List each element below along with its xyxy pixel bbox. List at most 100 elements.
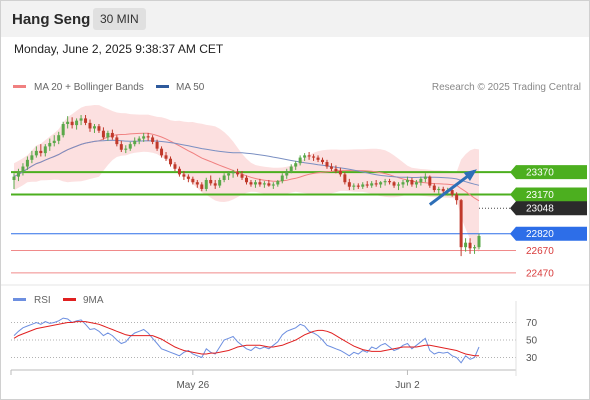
legend-ma50: MA 50	[176, 82, 205, 93]
candle-body	[48, 143, 52, 147]
candle-body	[57, 135, 61, 141]
candle-body	[88, 122, 92, 129]
candle-body	[271, 184, 275, 186]
legend-rsi: RSI	[34, 295, 51, 306]
candle-body	[70, 121, 74, 126]
legend-swatch-ma20	[13, 85, 26, 88]
candle-body	[231, 172, 235, 174]
candle-body	[374, 183, 378, 185]
legend-9ma: 9MA	[83, 295, 104, 306]
candle-body	[356, 185, 360, 187]
level-label-23048: 23048	[526, 204, 554, 215]
ma50-line	[13, 139, 480, 186]
copyright: Research © 2025 Trading Central	[432, 82, 581, 93]
candle-body	[441, 188, 445, 192]
forecast-arrow	[428, 169, 477, 206]
candle-body	[191, 178, 195, 183]
candle-body	[124, 148, 128, 150]
candle-body	[276, 181, 280, 185]
candle-body	[177, 168, 181, 175]
rsi-tick-30: 30	[526, 353, 538, 364]
candle-body	[128, 144, 132, 149]
candle-body	[12, 176, 16, 180]
candle-body	[21, 166, 25, 173]
candle-body	[79, 118, 83, 121]
candle-body	[285, 171, 289, 176]
candle-body	[25, 159, 29, 167]
candle-body	[213, 183, 217, 186]
rsi-series-rsi	[13, 317, 480, 364]
candle-body	[133, 140, 137, 145]
candle-body	[361, 184, 365, 187]
candle-body	[397, 184, 401, 186]
candle-body	[410, 179, 414, 185]
level-label-22820: 22820	[526, 229, 554, 240]
candle-body	[200, 184, 204, 189]
candle-body	[477, 235, 481, 248]
candle-body	[303, 155, 307, 158]
candles	[12, 115, 481, 257]
candle-body	[164, 155, 168, 159]
candle-body	[249, 182, 253, 185]
level-label-22670: 22670	[526, 246, 554, 257]
candle-body	[334, 168, 338, 172]
candle-body	[30, 155, 34, 160]
candle-body	[280, 175, 284, 182]
candle-body	[222, 175, 226, 180]
candle-body	[137, 138, 141, 141]
x-tick-label: Jun 2	[395, 380, 420, 391]
rsi-tick-50: 50	[526, 336, 538, 347]
instrument-title: Hang Seng	[12, 11, 91, 28]
candle-body	[316, 157, 320, 160]
candle-body	[365, 184, 369, 186]
candle-body	[352, 185, 356, 187]
candle-body	[459, 200, 463, 248]
candle-body	[39, 150, 43, 154]
level-label-box-22820	[510, 226, 587, 241]
timestamp: Monday, June 2, 2025 9:38:37 AM CET	[14, 42, 224, 56]
candle-body	[110, 132, 114, 138]
timeframe-badge[interactable]: 30 MIN	[93, 8, 146, 30]
candle-body	[155, 141, 159, 149]
candle-body	[142, 136, 146, 139]
candle-body	[227, 173, 231, 176]
arrow-head	[463, 169, 477, 182]
candle-body	[160, 148, 164, 156]
candle-body	[312, 156, 316, 158]
price-levels	[11, 171, 516, 274]
header-bar: Hang Seng 30 MIN	[1, 1, 589, 37]
level-label-box-23170	[510, 187, 587, 202]
candle-body	[146, 136, 150, 138]
rsi-pane: 70 50 30	[11, 317, 538, 364]
candle-body	[218, 179, 222, 186]
candle-body	[34, 150, 38, 156]
candle-body	[182, 174, 186, 177]
candle-body	[289, 166, 293, 172]
candle-body	[16, 172, 20, 177]
candle-body	[432, 185, 436, 191]
legend-swatch-rsi	[13, 298, 26, 301]
candle-body	[298, 157, 302, 164]
candle-body	[106, 132, 110, 138]
candle-body	[338, 171, 342, 175]
level-labels: 23370 23170 23048 22820 22670 22470	[510, 165, 587, 279]
candle-body	[240, 174, 244, 178]
candle-body	[419, 178, 423, 183]
candle-body	[414, 182, 418, 185]
candle-body	[253, 182, 257, 185]
candle-body	[473, 247, 477, 249]
candle-body	[343, 174, 347, 183]
candle-body	[325, 162, 329, 167]
candle-body	[204, 179, 208, 189]
legend-swatch-ma50	[156, 85, 169, 88]
candle-body	[173, 164, 177, 169]
candle-body	[119, 144, 123, 150]
rsi-series-9ma	[13, 321, 479, 357]
rsi-tick-70: 70	[526, 318, 538, 329]
candle-body	[405, 179, 409, 183]
candle-body	[464, 242, 468, 248]
candle-body	[437, 188, 441, 191]
level-label-box-23370	[510, 165, 587, 180]
